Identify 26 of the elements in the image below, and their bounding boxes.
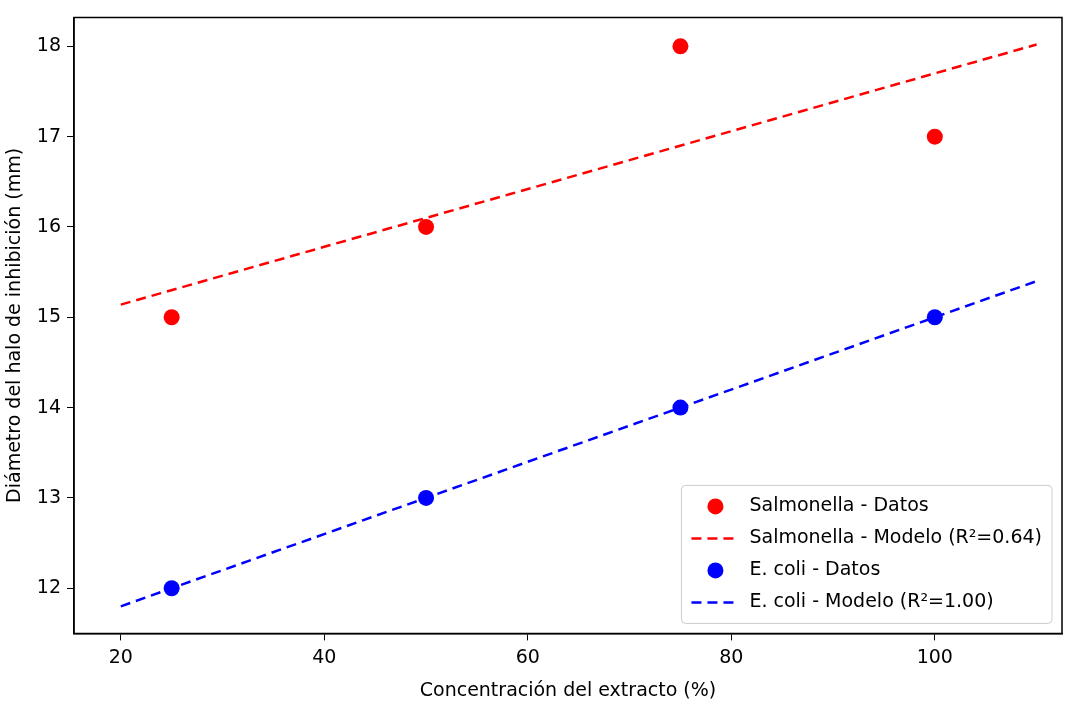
x-tick-label: 20 — [108, 644, 133, 667]
point — [163, 309, 180, 326]
point — [926, 128, 943, 145]
x-tick-label: 60 — [515, 644, 540, 667]
legend-label: E. coli - Modelo (R²=1.00) — [749, 589, 994, 612]
y-axis-title: Diámetro del halo de inhibición (mm) — [2, 147, 25, 503]
y-tick-label: 13 — [36, 484, 61, 507]
y-tick-label: 18 — [36, 33, 61, 56]
x-tick-label: 100 — [916, 644, 953, 667]
y-tick-label: 15 — [36, 304, 61, 327]
legend-label: Salmonella - Modelo (R²=0.64) — [749, 525, 1042, 548]
point — [672, 38, 689, 55]
point — [926, 309, 943, 326]
x-axis-title: Concentración del extracto (%) — [419, 677, 717, 700]
legend-label: E. coli - Datos — [749, 557, 881, 580]
point — [418, 218, 435, 235]
y-tick-label: 14 — [36, 394, 61, 417]
point — [672, 399, 689, 416]
y-tick-label: 16 — [36, 213, 61, 236]
y-tick-label: 12 — [36, 575, 61, 598]
point — [418, 489, 435, 506]
x-tick-label: 80 — [719, 644, 744, 667]
point — [163, 580, 180, 597]
legend-label: Salmonella - Datos — [749, 493, 929, 516]
y-tick-label: 17 — [36, 123, 61, 146]
x-tick-label: 40 — [312, 644, 337, 667]
